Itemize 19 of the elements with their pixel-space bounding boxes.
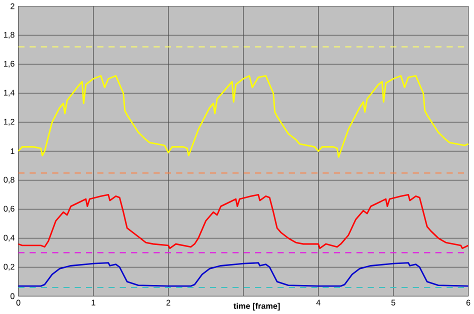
- x-tick-label: 0: [16, 300, 20, 306]
- y-tick-label: 1,6: [4, 60, 14, 68]
- x-tick-label: 6: [466, 300, 470, 306]
- y-tick-label: 1: [10, 148, 14, 154]
- y-tick-label: 0,2: [4, 264, 14, 271]
- x-tick-label: 1: [92, 300, 96, 306]
- y-tick-label: 1,4: [4, 90, 15, 97]
- y-tick-label: 1,2: [4, 118, 14, 126]
- x-tick-label: 5: [391, 300, 396, 306]
- y-tick-label: 0,4: [4, 234, 15, 242]
- line-series: [18, 75, 470, 158]
- x-axis-title: time [frame]: [234, 302, 280, 311]
- y-tick-label: 1,8: [4, 32, 14, 39]
- y-tick-label: 2: [10, 3, 14, 10]
- y-tick-label: 0,6: [4, 206, 14, 213]
- x-tick-label: 4: [316, 300, 320, 306]
- y-tick-label: 0,8: [4, 176, 14, 184]
- y-tick-label: 0: [10, 293, 14, 300]
- x-tick-label: 2: [166, 300, 170, 306]
